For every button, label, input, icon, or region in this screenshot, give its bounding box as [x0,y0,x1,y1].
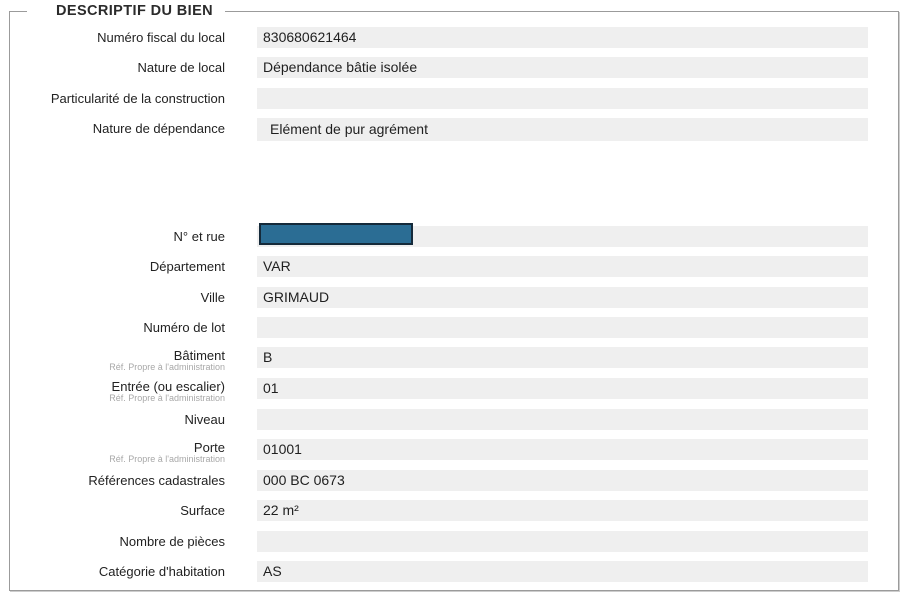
form-row-references-cadastrales: Références cadastrales 000 BC 0673 [0,470,914,491]
form-row-numero-rue: N° et rue [0,223,914,247]
field-label: Porte [193,440,225,455]
form-row-particularite-construction: Particularité de la construction [0,88,914,109]
form-row-departement: Département VAR [0,256,914,277]
numero-fiscal-field[interactable]: 830680621464 [257,27,868,48]
field-label: Ville [200,290,225,305]
field-sublabel: Réf. Propre à l'administration [109,362,225,372]
form-row-entree-escalier: Entrée (ou escalier) Réf. Propre à l'adm… [0,378,914,403]
numero-rue-field[interactable] [257,223,868,247]
niveau-field[interactable] [257,409,868,430]
field-label: Département [149,259,225,274]
nombre-pieces-field[interactable] [257,531,868,552]
departement-field[interactable]: VAR [257,256,868,277]
field-label: Nature de local [137,60,225,75]
categorie-habitation-field[interactable]: AS [257,561,868,582]
references-cadastrales-field[interactable]: 000 BC 0673 [257,470,868,491]
field-label: Particularité de la construction [50,91,225,106]
form-row-numero-lot: Numéro de lot [0,317,914,338]
section-title: DESCRIPTIF DU BIEN [27,3,226,20]
field-label: Entrée (ou escalier) [111,379,225,394]
form-row-surface: Surface 22 m² [0,500,914,521]
ville-field[interactable]: GRIMAUD [257,287,868,308]
field-label: Numéro de lot [143,320,225,335]
form-row-batiment: Bâtiment Réf. Propre à l'administration … [0,347,914,372]
field-label: Nombre de pièces [119,534,226,549]
field-label: Nature de dépendance [92,121,225,136]
entree-escalier-field[interactable]: 01 [257,378,868,399]
field-label: N° et rue [173,229,225,244]
form-row-niveau: Niveau [0,409,914,430]
form-row-categorie-habitation: Catégorie d'habitation AS [0,561,914,582]
surface-field[interactable]: 22 m² [257,500,868,521]
porte-field[interactable]: 01001 [257,439,868,460]
descriptif-fieldset-border [9,11,899,591]
form-row-numero-fiscal: Numéro fiscal du local 830680621464 [0,27,914,48]
field-sublabel: Réf. Propre à l'administration [109,393,225,403]
nature-dependance-field[interactable]: Elément de pur agrément [257,118,868,141]
nature-local-field[interactable]: Dépendance bâtie isolée [257,57,868,78]
form-row-porte: Porte Réf. Propre à l'administration 010… [0,439,914,464]
form-row-ville: Ville GRIMAUD [0,287,914,308]
form-row-nature-dependance: Nature de dépendance Elément de pur agré… [0,118,914,141]
particularite-construction-field[interactable] [257,88,868,109]
field-label: Surface [180,503,225,518]
field-label: Catégorie d'habitation [98,564,225,579]
form-row-nombre-pieces: Nombre de pièces [0,531,914,552]
field-label: Niveau [184,412,225,427]
batiment-field[interactable]: B [257,347,868,368]
form-row-nature-local: Nature de local Dépendance bâtie isolée [0,57,914,78]
field-label: Références cadastrales [88,473,225,488]
field-label: Numéro fiscal du local [97,30,225,45]
field-label: Bâtiment [173,348,225,363]
field-sublabel: Réf. Propre à l'administration [109,454,225,464]
redacted-value-box [259,223,413,245]
numero-lot-field[interactable] [257,317,868,338]
